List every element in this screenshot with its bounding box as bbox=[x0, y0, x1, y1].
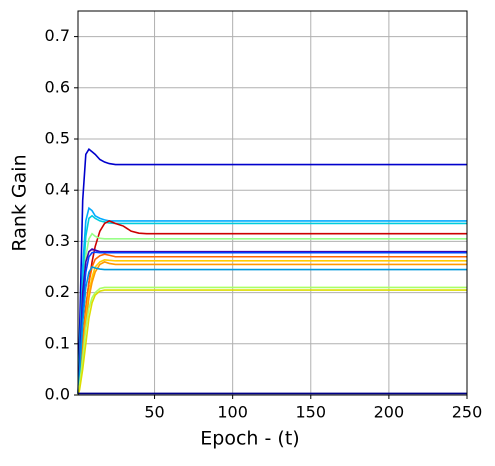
series-line bbox=[77, 220, 467, 396]
series-line bbox=[77, 251, 467, 396]
y-axis-label: Rank Gain bbox=[9, 154, 31, 251]
y-tick-label: 0.0 bbox=[45, 385, 70, 404]
plot-frame bbox=[77, 10, 468, 396]
x-tick-label: 150 bbox=[296, 403, 327, 422]
x-tick-label: 100 bbox=[217, 403, 248, 422]
series-line bbox=[77, 206, 467, 396]
series-line bbox=[77, 248, 467, 396]
series-line bbox=[77, 289, 467, 396]
x-tick-label: 50 bbox=[144, 403, 164, 422]
y-tick-label: 0.4 bbox=[45, 180, 70, 199]
x-tick-label: 250 bbox=[452, 403, 483, 422]
series-line bbox=[77, 266, 467, 396]
series-line bbox=[77, 214, 467, 396]
x-tick-label: 200 bbox=[374, 403, 405, 422]
y-tick-label: 0.6 bbox=[45, 77, 70, 96]
x-axis-label: Epoch - (t) bbox=[200, 428, 299, 450]
series-line bbox=[77, 253, 467, 396]
y-tick-label: 0.2 bbox=[45, 282, 70, 301]
y-tick-label: 0.3 bbox=[45, 231, 70, 250]
series-line bbox=[77, 232, 467, 396]
series-line bbox=[77, 148, 467, 396]
y-tick-label: 0.7 bbox=[45, 26, 70, 45]
y-tick-label: 0.5 bbox=[45, 129, 70, 148]
series-line bbox=[77, 259, 467, 396]
y-tick-label: 0.1 bbox=[45, 333, 70, 352]
series-line bbox=[77, 261, 467, 396]
series-line bbox=[77, 286, 467, 396]
